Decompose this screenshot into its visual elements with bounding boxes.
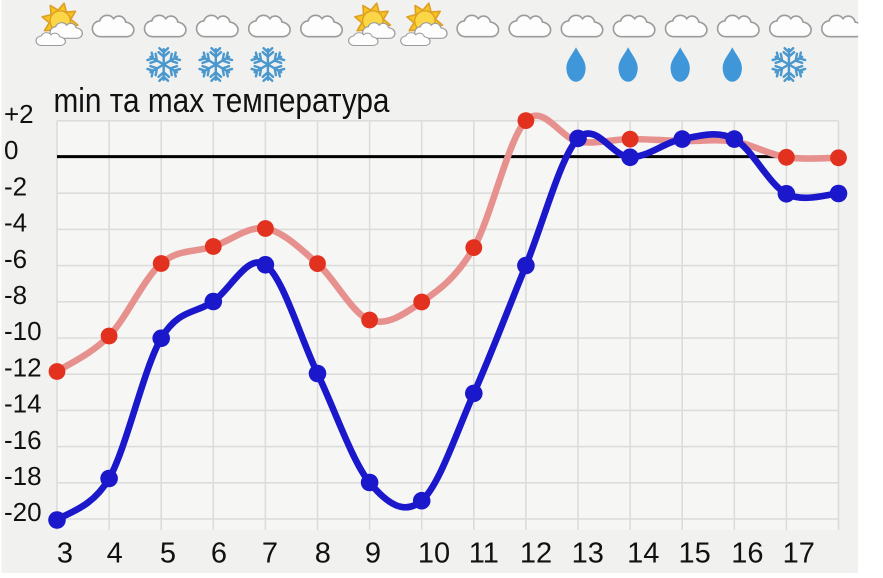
svg-text:12: 12 [520,538,552,570]
svg-text:10: 10 [418,538,450,570]
svg-text:17: 17 [783,538,815,570]
svg-text:4: 4 [107,538,123,570]
svg-text:6: 6 [211,538,227,570]
svg-text:-20: -20 [4,497,42,527]
svg-text:16: 16 [731,538,763,570]
svg-text:-8: -8 [4,280,27,310]
svg-text:-16: -16 [4,425,42,455]
svg-text:3: 3 [57,538,73,570]
svg-text:-4: -4 [4,208,27,238]
svg-text:-18: -18 [4,461,42,491]
svg-text:7: 7 [262,538,278,570]
svg-text:-14: -14 [4,389,42,419]
svg-text:-2: -2 [4,171,27,201]
svg-text:5: 5 [160,538,176,570]
svg-text:+2: +2 [4,99,34,129]
svg-text:9: 9 [365,538,381,570]
svg-text:15: 15 [678,538,710,570]
svg-text:11: 11 [469,538,499,570]
svg-text:-6: -6 [4,244,27,274]
svg-text:-10: -10 [4,316,42,346]
svg-text:8: 8 [315,538,331,570]
svg-text:14: 14 [627,538,659,570]
svg-text:-12: -12 [4,352,42,382]
svg-text:0: 0 [4,135,18,165]
svg-text:min та max температура: min та max температура [54,82,390,120]
svg-text:13: 13 [572,538,604,570]
